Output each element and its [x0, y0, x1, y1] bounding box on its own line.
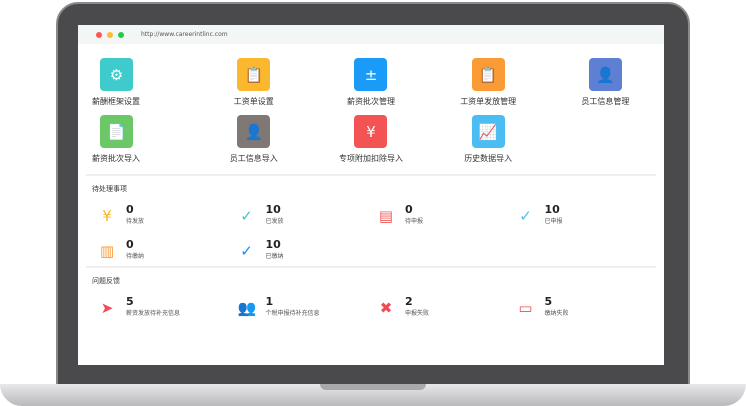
user-card-icon: 👤	[588, 58, 622, 91]
app-tile[interactable]: 📋 工资单发放管理	[430, 58, 547, 107]
status-label: 待缴纳	[126, 253, 145, 260]
app-label: 工资单设置	[233, 97, 274, 106]
section-title: 待处理事项	[92, 185, 127, 193]
app-grid: ⚙ 薪酬框架设置 📋 工资单设置 ± 薪资批次管理 📋 工资单发放管理 👤 员工信息管理 📄 薪资批次…	[78, 44, 664, 164]
clipboard-gear-icon: 📋	[237, 58, 271, 91]
status-item[interactable]: ➤ 5 薪资发放待补充信息	[98, 295, 238, 318]
presentation-chart-icon: 📈	[471, 115, 505, 148]
app-tile[interactable]: 📋 工资单设置	[195, 58, 312, 107]
count: 0	[405, 203, 413, 216]
status-item[interactable]: ✓ 10 已发放	[238, 203, 378, 226]
count: 0	[126, 203, 134, 216]
status-label: 薪资发放待补充信息	[126, 310, 181, 317]
count: 2	[405, 295, 413, 308]
app-label: 专项附加扣除导入	[338, 154, 403, 163]
app-label: 工资单发放管理	[460, 97, 517, 106]
count: 1	[265, 295, 274, 308]
maximize-dot[interactable]	[118, 31, 124, 38]
document-clock-icon: ▤	[378, 207, 394, 225]
hand-money-icon: ¥	[354, 115, 388, 148]
app-tile[interactable]: ± 薪资批次管理	[312, 58, 429, 107]
pending-section: 待处理事项 ¥0 待发放 ✓ 10 已发放 ▤ 0 待申报 ✓ 10 已申报 ▥ 0 待缴纳 ✓ 10 已缴纳	[86, 174, 656, 266]
browser-bar: http://www.careerintlinc.com	[78, 25, 664, 44]
yuan-document-icon: ¥	[102, 207, 112, 225]
file-import-icon: 📄	[100, 115, 133, 148]
app-label: 薪酬框架设置	[92, 97, 140, 106]
status-label: 缴纳失败	[544, 310, 569, 317]
count: 10	[544, 203, 560, 216]
user-add-icon: 👤	[237, 115, 271, 148]
app-label: 员工信息管理	[581, 97, 630, 106]
app-label: 员工信息导入	[229, 154, 278, 163]
feedback-section: 问题反馈 ➤ 5 薪资发放待补充信息 👥 1 个税申报待补充信息 ✖ 2 申报失败 ▭ 5 缴纳失败	[86, 266, 656, 323]
status-item[interactable]: ▭ 5 缴纳失败	[517, 295, 657, 318]
status-item[interactable]: ¥0 待发放	[98, 203, 238, 226]
status-label: 待发放	[126, 218, 145, 225]
address-bar[interactable]: http://www.careerintlinc.com	[141, 31, 228, 38]
status-label: 个税申报待补充信息	[265, 310, 320, 317]
app-label: 薪资批次导入	[92, 154, 140, 163]
count: 10	[265, 238, 281, 251]
check-circle-icon: ✓	[519, 207, 532, 225]
close-dot[interactable]	[96, 31, 102, 38]
status-item[interactable]: ✖ 2 申报失败	[377, 295, 517, 318]
count: 5	[126, 295, 134, 308]
calculator-icon: ±	[354, 58, 388, 91]
laptop-base	[0, 384, 746, 406]
app-label: 历史数据导入	[464, 154, 513, 163]
status-item[interactable]: 👥 1 个税申报待补充信息	[237, 295, 378, 318]
users-icon: 👥	[237, 299, 257, 317]
section-title: 问题反馈	[92, 277, 120, 285]
app-tile[interactable]: 👤 员工信息管理	[547, 58, 664, 107]
status-item[interactable]: ✓ 10 已缴纳	[238, 238, 378, 261]
minimize-dot[interactable]	[107, 31, 113, 38]
status-label: 待申报	[405, 218, 424, 225]
status-item[interactable]: ✓ 10 已申报	[517, 203, 657, 226]
status-item[interactable]: ▥ 0 待缴纳	[98, 238, 238, 261]
check-circle-icon: ✓	[240, 207, 253, 225]
monitor-gear-icon: ⚙	[100, 58, 133, 91]
status-label: 已申报	[544, 218, 563, 225]
paper-plane-icon: ➤	[100, 299, 114, 317]
status-label: 已缴纳	[265, 253, 284, 260]
screen: http://www.careerintlinc.com ⚙ 薪酬框架设置 📋 工资单…	[78, 25, 664, 365]
check-circle-icon: ✓	[240, 242, 253, 260]
status-label: 申报失败	[405, 310, 430, 317]
laptop-notch	[320, 384, 426, 390]
app-label: 薪资批次管理	[346, 97, 395, 106]
app-tile[interactable]: 👤 员工信息导入	[195, 115, 312, 164]
app-tile[interactable]: 📈 历史数据导入	[430, 115, 547, 164]
count: 0	[126, 238, 134, 251]
status-label: 已发放	[265, 218, 284, 225]
wallet-icon: ▭	[518, 299, 533, 317]
app-tile[interactable]: ¥ 专项附加扣除导入	[312, 115, 429, 164]
app-tile[interactable]: ⚙ 薪酬框架设置	[78, 58, 195, 107]
status-item[interactable]: ▤ 0 待申报	[377, 203, 517, 226]
calendar-x-icon: ✖	[379, 299, 393, 317]
file-money-icon: ▥	[99, 242, 115, 260]
app-tile[interactable]: 📄 薪资批次导入	[78, 115, 195, 164]
count: 10	[265, 203, 281, 216]
clipboard-money-icon: 📋	[471, 58, 505, 91]
count: 5	[544, 295, 553, 308]
